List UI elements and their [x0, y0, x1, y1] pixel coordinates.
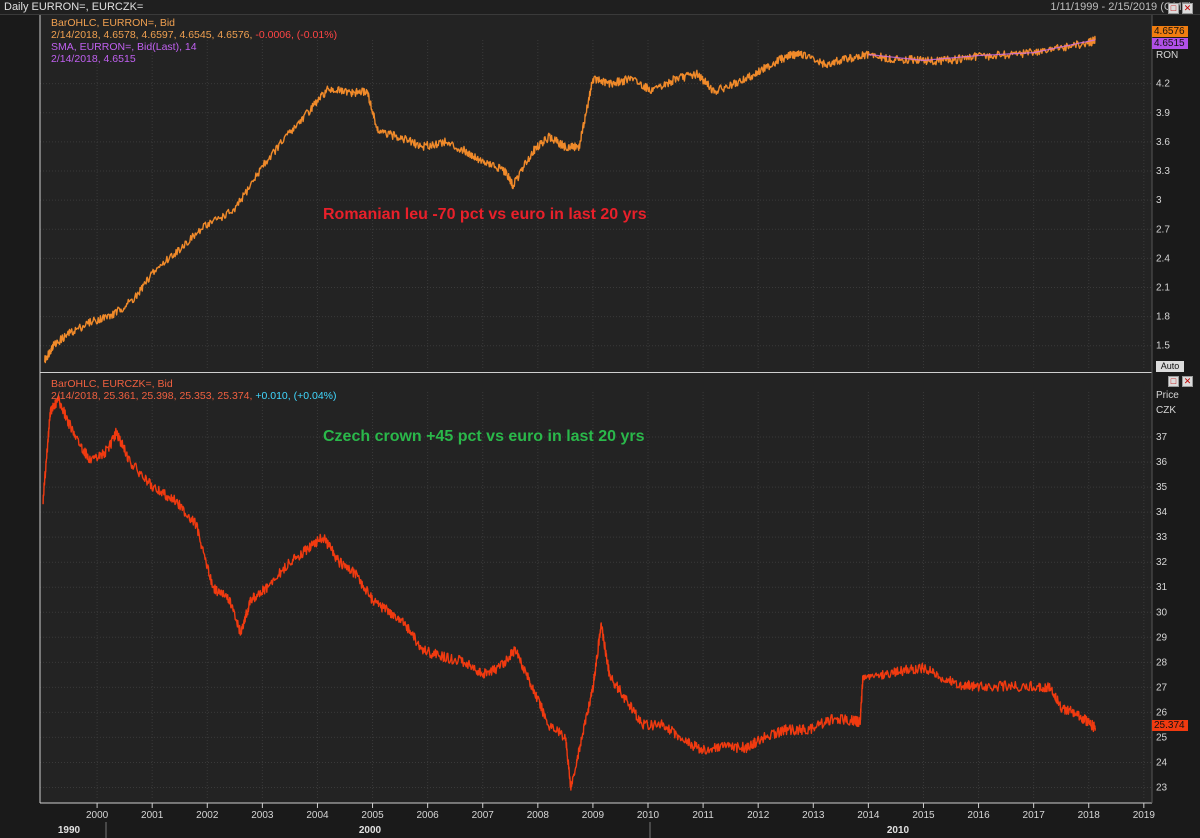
- ron-chart-panel[interactable]: [40, 15, 1152, 373]
- x-tick-label: 2018: [1078, 810, 1101, 821]
- ron-legend-values: 2/14/2018, 4.6578, 4.6597, 4.6545, 4.657…: [51, 29, 337, 41]
- x-tick-label: 2014: [857, 810, 880, 821]
- x-tick-label: 2010: [637, 810, 660, 821]
- y-tick-label: 25: [1156, 732, 1168, 743]
- price-series-line: [42, 394, 1096, 791]
- x-tick-label: 2001: [141, 810, 164, 821]
- window-title: Daily EURRON=, EURCZK=: [4, 1, 144, 13]
- czk-legend-values: 2/14/2018, 25.361, 25.398, 25.353, 25.37…: [51, 390, 337, 402]
- close-icon[interactable]: ✕: [1182, 3, 1193, 14]
- ron-legend-ohlc: 2/14/2018, 4.6578, 4.6597, 4.6545, 4.657…: [51, 29, 253, 41]
- y-tick-label: 37: [1156, 432, 1168, 443]
- ron-annotation: Romanian leu -70 pct vs euro in last 20 …: [323, 206, 647, 223]
- window-header: Daily EURRON=, EURCZK= 1/11/1999 - 2/15/…: [0, 0, 1200, 15]
- y-tick-label: 31: [1156, 582, 1168, 593]
- ron-unit-label: RON: [1156, 50, 1179, 61]
- close-icon[interactable]: ✕: [1182, 376, 1193, 387]
- czk-chart-panel[interactable]: [40, 373, 1152, 803]
- czk-legend-change: +0.010, (+0.04%): [255, 390, 337, 402]
- price-label: Price: [1156, 390, 1179, 401]
- y-tick-label: 28: [1156, 657, 1168, 668]
- y-tick-label: 4.2: [1156, 79, 1170, 90]
- x-tick-label: 2008: [527, 810, 550, 821]
- y-tick-label: 27: [1156, 682, 1168, 693]
- decade-label: 2010: [887, 825, 910, 836]
- x-tick-label: 2011: [692, 810, 714, 821]
- y-tick-label: 3.6: [1156, 137, 1170, 148]
- auto-scale-button[interactable]: Auto: [1156, 361, 1184, 372]
- czk-legend-title: BarOHLC, EURCZK=, Bid: [51, 378, 173, 390]
- y-tick-label: 1.5: [1156, 341, 1170, 352]
- czk-legend-ohlc: 2/14/2018, 25.361, 25.398, 25.353, 25.37…: [51, 390, 253, 402]
- y-tick-label: 35: [1156, 482, 1168, 493]
- x-tick-label: 2016: [967, 810, 990, 821]
- y-tick-label: 34: [1156, 507, 1168, 518]
- y-tick-label: 2.7: [1156, 224, 1170, 235]
- sma-last-price-tag: 4.6515: [1152, 38, 1188, 49]
- x-tick-label: 2004: [306, 810, 329, 821]
- x-tick-label: 2013: [802, 810, 825, 821]
- date-range: 1/11/1999 - 2/15/2019 (GMT): [1050, 1, 1192, 13]
- czk-legend: BarOHLC, EURCZK=, Bid 2/14/2018, 25.361,…: [51, 378, 337, 402]
- restore-icon[interactable]: □: [1168, 376, 1179, 387]
- y-tick-label: 24: [1156, 757, 1168, 768]
- x-tick-label: 2009: [582, 810, 605, 821]
- x-tick-label: 2003: [251, 810, 274, 821]
- y-tick-label: 3: [1156, 195, 1162, 206]
- restore-icon[interactable]: □: [1168, 3, 1179, 14]
- czk-annotation: Czech crown +45 pct vs euro in last 20 y…: [323, 428, 645, 445]
- y-tick-label: 3.3: [1156, 166, 1170, 177]
- czk-unit-label: CZK: [1156, 405, 1176, 416]
- ron-legend-change: -0.0006, (-0.01%): [255, 29, 338, 41]
- y-tick-label: 36: [1156, 457, 1168, 468]
- x-tick-label: 2017: [1023, 810, 1046, 821]
- y-tick-label: 3.9: [1156, 108, 1170, 119]
- decade-label: 1990: [58, 825, 81, 836]
- y-tick-label: 2.1: [1156, 283, 1170, 294]
- sma-series-line: [868, 39, 1096, 62]
- y-tick-label: 33: [1156, 532, 1168, 543]
- ron-legend: BarOHLC, EURRON=, Bid 2/14/2018, 4.6578,…: [51, 17, 337, 65]
- x-tick-label: 2006: [417, 810, 440, 821]
- x-tick-label: 2007: [472, 810, 495, 821]
- price-series-line: [44, 35, 1096, 364]
- czk-last-price-tag: 25.374: [1152, 720, 1188, 731]
- decade-label: 2000: [359, 825, 382, 836]
- y-tick-label: 32: [1156, 557, 1168, 568]
- ron-last-price-tag: 4.6576: [1152, 26, 1188, 37]
- sma-legend-title: SMA, EURRON=, Bid(Last), 14: [51, 41, 197, 53]
- x-tick-label: 2000: [86, 810, 109, 821]
- ron-legend-title: BarOHLC, EURRON=, Bid: [51, 17, 175, 29]
- x-tick-label: 2019: [1133, 810, 1156, 821]
- y-tick-label: 23: [1156, 782, 1168, 793]
- x-tick-label: 2012: [747, 810, 770, 821]
- x-tick-label: 2002: [196, 810, 219, 821]
- y-tick-label: 1.8: [1156, 312, 1170, 323]
- sma-legend-values: 2/14/2018, 4.6515: [51, 53, 136, 65]
- y-tick-label: 26: [1156, 707, 1168, 718]
- y-tick-label: 30: [1156, 607, 1168, 618]
- x-tick-label: 2015: [912, 810, 935, 821]
- x-tick-label: 2005: [361, 810, 384, 821]
- y-tick-label: 29: [1156, 632, 1168, 643]
- y-tick-label: 2.4: [1156, 253, 1170, 264]
